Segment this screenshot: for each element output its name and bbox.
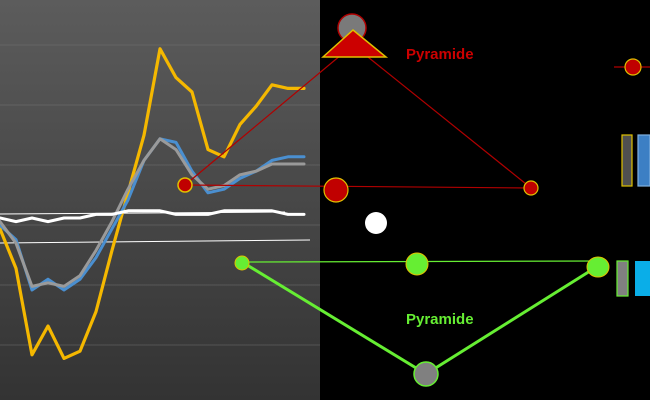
red-pyramid-base [184, 184, 532, 189]
red-node-center [323, 177, 349, 203]
series-line-white [0, 209, 306, 224]
green-node-left [234, 255, 250, 271]
red-node-edge [624, 58, 642, 76]
green-node-center [405, 252, 429, 276]
red-node-left [177, 177, 193, 193]
green-node-right [586, 256, 610, 278]
red-pyramid-edge-right [352, 44, 532, 189]
white-dot-marker [365, 212, 387, 234]
bar-cyan [635, 261, 650, 296]
series-line-orange [0, 47, 306, 360]
gray-circle-bottom-marker [413, 361, 439, 387]
red-pyramid-edge-left [184, 44, 354, 186]
bar-blue-outline [637, 134, 650, 187]
chart-panel [0, 0, 320, 400]
red-triangle-marker [321, 29, 389, 58]
green-pyramid-edge-left [241, 260, 427, 376]
red-pyramid-label: Pyramide [406, 46, 474, 63]
green-pyramid-label: Pyramide [406, 311, 474, 328]
series-line-gray [0, 137, 306, 288]
green-pyramid-edge-right [425, 264, 599, 376]
bar-yellow-outline [621, 134, 633, 187]
band-lower-line [0, 239, 311, 244]
band-upper-line [0, 211, 286, 215]
series-layer [0, 47, 306, 360]
red-node-right [523, 180, 539, 196]
bar-gray-green [616, 260, 629, 297]
